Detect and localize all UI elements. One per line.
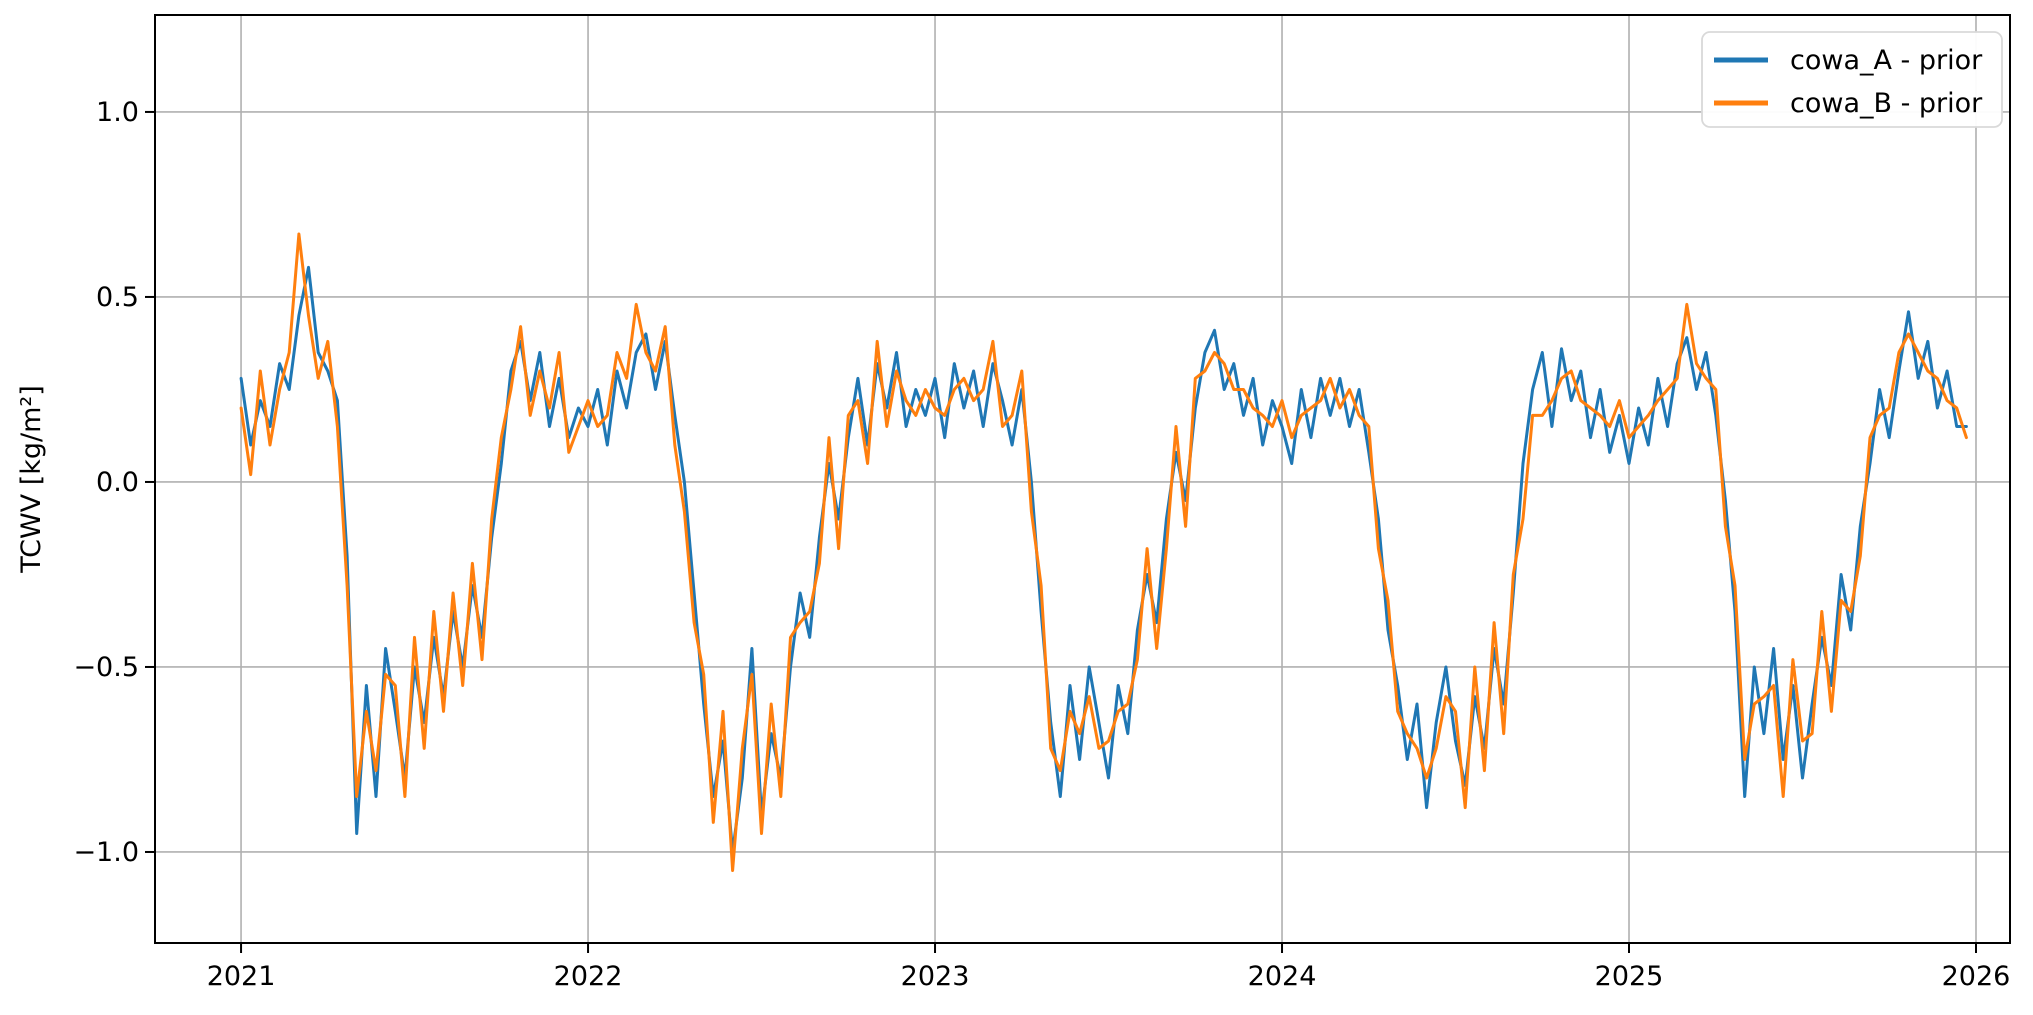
x-tick-label-2025: 2025 [1595, 961, 1664, 992]
x-tick-label-2022: 2022 [554, 961, 623, 992]
y-tick-label-0.5: 0.5 [96, 282, 139, 313]
y-tick-label-0.0: 0.0 [96, 467, 139, 498]
plot-frame [154, 14, 2011, 944]
y-tick-label-1.0: 1.0 [96, 97, 139, 128]
grid-layer [155, 15, 2010, 943]
series-layer [239, 232, 1968, 872]
x-tick-label-2021: 2021 [207, 961, 276, 992]
x-tick-label-2024: 2024 [1248, 961, 1317, 992]
y-tick-label-−1.0: −1.0 [73, 837, 139, 868]
y-tick-label-−0.5: −0.5 [73, 652, 139, 683]
legend-frame [1701, 31, 2003, 128]
x-tick-label-2023: 2023 [901, 961, 970, 992]
legend-label-cowa-a: cowa_A - prior [1790, 45, 1983, 76]
legend-label-cowa-b: cowa_B - prior [1790, 88, 1983, 119]
series-line-0 [239, 265, 1968, 854]
axis-layer: 2021 2022 2023 2024 2025 2026 −1.0 −0.5 0.0 0.5 1.… [73, 97, 2010, 992]
y-axis-label: TCWV [kg/m²] [16, 385, 47, 574]
series-line-1 [239, 232, 1968, 872]
legend: cowa_A - prior cowa_B - prior [1701, 31, 2003, 128]
x-tick-label-2026: 2026 [1942, 961, 2011, 992]
